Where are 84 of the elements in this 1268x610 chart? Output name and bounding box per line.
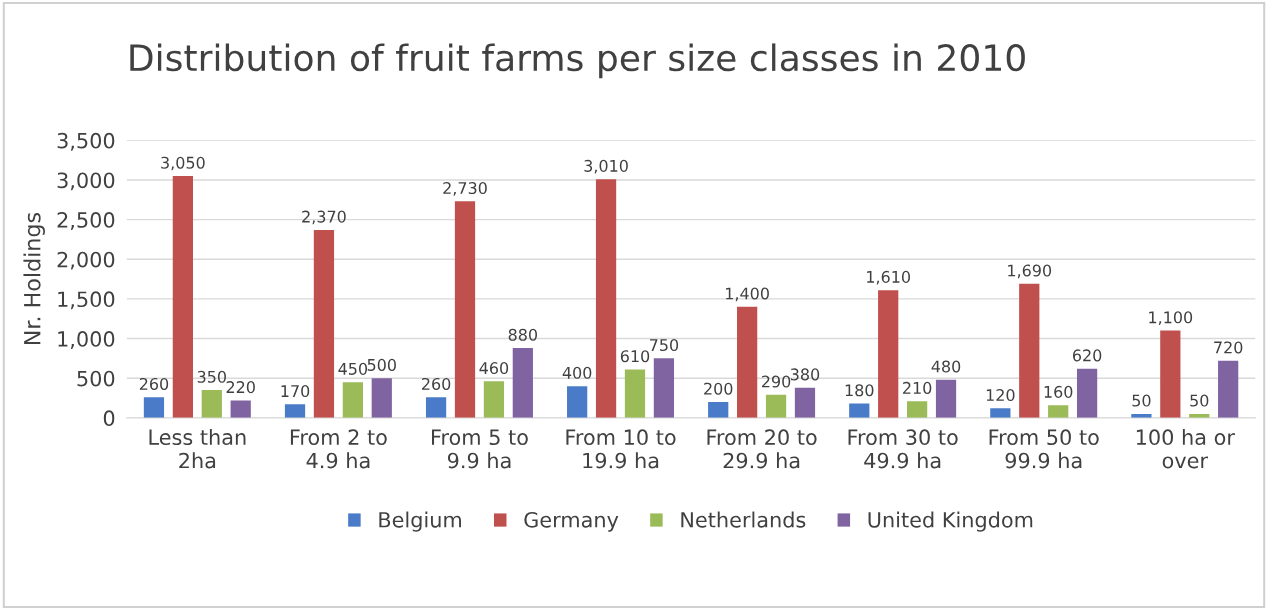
data-label: 450 <box>338 362 368 375</box>
bar <box>653 358 675 418</box>
data-label: 480 <box>931 360 961 373</box>
bar <box>425 397 447 418</box>
bar <box>1160 330 1181 418</box>
bar <box>765 394 787 418</box>
bar <box>624 369 646 418</box>
bar <box>230 400 251 418</box>
data-label: 880 <box>508 328 538 341</box>
legend-label: Netherlands <box>681 511 806 528</box>
data-label: 500 <box>367 358 396 371</box>
legend-label: Germany <box>524 511 619 532</box>
bar <box>1019 283 1040 418</box>
legend-label: Belgium <box>379 511 461 532</box>
x-tick-label: Less than 2ha <box>149 428 246 469</box>
x-tick-label: From 2 to 4.9 ha <box>290 429 387 469</box>
data-label: 290 <box>761 375 791 388</box>
data-label: 620 <box>1072 349 1102 362</box>
bar <box>849 403 870 418</box>
y-tick-label: 2,500 <box>57 212 115 230</box>
y-tick-label: 3,000 <box>57 172 115 191</box>
bar <box>483 381 505 418</box>
data-label: 3,010 <box>584 159 628 174</box>
bar <box>907 401 928 418</box>
data-label: 1,610 <box>867 270 910 285</box>
data-label: 180 <box>845 384 874 397</box>
bar <box>737 306 758 418</box>
data-label: 200 <box>704 382 733 395</box>
y-tick-label: 500 <box>77 370 115 387</box>
x-tick-label: From 5 to 9.9 ha <box>432 429 528 469</box>
y-tick-label: 1,000 <box>58 331 115 349</box>
data-label: 160 <box>1044 385 1073 398</box>
chart-title: Distribution of fruit farms per size classes in 2010 <box>130 43 1025 79</box>
data-label: 170 <box>281 385 310 398</box>
data-label: 1,400 <box>726 287 769 302</box>
data-label: 260 <box>139 377 169 390</box>
data-label: 120 <box>986 388 1015 402</box>
data-label: 460 <box>479 362 509 375</box>
data-label: 210 <box>903 381 932 394</box>
data-label: 380 <box>790 368 820 381</box>
x-tick-label: 100 ha or over <box>1136 428 1235 469</box>
data-label: 220 <box>226 381 255 394</box>
bar <box>284 404 306 418</box>
bar <box>342 382 363 418</box>
bar <box>313 229 335 418</box>
data-label: 2,370 <box>302 210 346 225</box>
y-tick-label: 1,500 <box>58 291 115 310</box>
data-label: 3,050 <box>161 156 205 171</box>
y-tick-label: 0 <box>103 410 115 427</box>
x-tick-label: From 10 to 19.9 ha <box>566 429 676 469</box>
data-label: 610 <box>620 350 650 363</box>
bar <box>172 175 193 418</box>
data-label: 260 <box>422 377 451 390</box>
bar <box>878 290 899 418</box>
data-label: 1,690 <box>1008 264 1052 279</box>
data-label: 400 <box>562 366 592 379</box>
data-label: 720 <box>1214 341 1243 354</box>
bar <box>512 348 533 418</box>
x-tick-label: From 50 to 99.9 ha <box>989 429 1099 469</box>
bar <box>454 201 476 418</box>
data-label: 2,730 <box>443 182 487 196</box>
bar <box>567 386 588 418</box>
bar <box>990 408 1011 418</box>
data-label: 1,100 <box>1149 311 1193 325</box>
bar <box>1218 360 1239 418</box>
bar <box>1048 405 1069 418</box>
bar <box>201 390 222 418</box>
y-tick-label: 3,500 <box>57 132 115 151</box>
bar <box>708 401 729 418</box>
x-tick-label: From 20 to 29.9 ha <box>707 429 817 469</box>
bar <box>595 179 617 418</box>
legend-label: United Kingdom <box>868 511 1033 532</box>
bar <box>1076 368 1098 418</box>
y-tick-label: 2,000 <box>57 251 115 270</box>
bar <box>371 378 392 418</box>
data-label: 750 <box>649 339 679 352</box>
x-tick-label: From 30 to 49.9 ha <box>848 429 958 469</box>
y-axis-title: Nr. Holdings <box>23 212 45 345</box>
data-label: 50 <box>1190 394 1209 407</box>
bar <box>143 397 165 418</box>
bar <box>794 387 816 418</box>
data-label: 50 <box>1132 394 1151 407</box>
bar <box>935 379 957 418</box>
data-label: 350 <box>197 370 226 383</box>
